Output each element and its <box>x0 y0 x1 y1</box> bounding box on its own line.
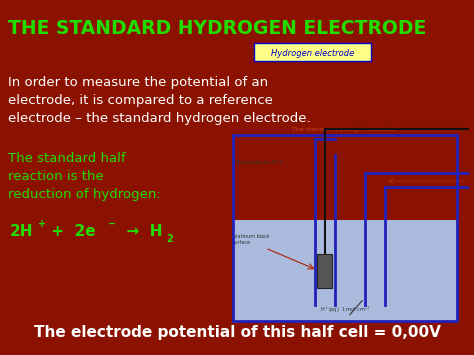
Text: +  2e: + 2e <box>46 224 96 240</box>
Text: 2H: 2H <box>10 224 34 240</box>
Text: +: + <box>38 219 46 229</box>
Text: electrode, it is compared to a reference: electrode, it is compared to a reference <box>8 94 273 107</box>
Text: reduction of hydrogen:: reduction of hydrogen: <box>8 188 161 201</box>
Text: THE STANDARD HYDROGEN ELECTRODE: THE STANDARD HYDROGEN ELECTRODE <box>8 18 426 38</box>
Text: In order to measure the potential of an: In order to measure the potential of an <box>8 76 268 89</box>
Text: Temperature 25ºC: Temperature 25ºC <box>235 160 284 165</box>
Text: →  H: → H <box>116 224 163 240</box>
FancyBboxPatch shape <box>318 254 332 288</box>
FancyBboxPatch shape <box>254 43 371 61</box>
Text: The standard hydrogen electrode: The standard hydrogen electrode <box>292 126 398 131</box>
Text: The electrode potential of this half cell = 0,00V: The electrode potential of this half cel… <box>34 325 440 340</box>
Polygon shape <box>233 220 457 321</box>
Text: Hydrogen electrode: Hydrogen electrode <box>271 49 354 58</box>
Text: The standard half: The standard half <box>8 152 126 165</box>
Text: reaction is the: reaction is the <box>8 170 104 183</box>
Text: −: − <box>108 219 116 229</box>
Text: platinum black
surface: platinum black surface <box>233 234 269 245</box>
Text: H$^+$(aq), 1 mol cm$^{-3}$: H$^+$(aq), 1 mol cm$^{-3}$ <box>319 304 370 315</box>
Text: 2: 2 <box>166 234 173 244</box>
Text: electrode – the standard hydrogen electrode.: electrode – the standard hydrogen electr… <box>8 112 310 125</box>
